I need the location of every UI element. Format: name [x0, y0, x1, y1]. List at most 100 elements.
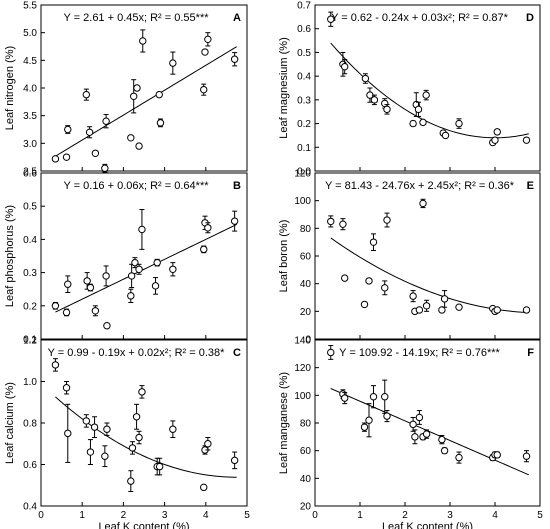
plot-frame — [40, 172, 248, 340]
data-point — [383, 216, 391, 224]
regression-equation: Y = 0.62 - 0.24x + 0.03x²; R² = 0.87* — [331, 12, 509, 24]
data-point — [360, 300, 369, 309]
regression-line — [330, 42, 529, 139]
data-point — [522, 136, 531, 144]
data-point — [130, 92, 138, 101]
data-point — [102, 272, 110, 280]
data-point — [361, 74, 370, 83]
data-point — [200, 483, 208, 492]
x-tick-label: 2 — [121, 510, 127, 521]
data-point — [341, 274, 349, 282]
y-tick-label: 20 — [300, 502, 312, 513]
x-tick-label: 0 — [312, 510, 318, 521]
regression-line — [55, 224, 237, 313]
data-point — [200, 85, 208, 94]
data-point — [230, 55, 239, 63]
y-tick-label: 5.0 — [23, 28, 37, 39]
regression-line — [330, 388, 529, 476]
data-point — [91, 149, 100, 157]
data-point — [369, 393, 378, 401]
y-tick-label: 0.6 — [23, 169, 37, 180]
y-tick-label: 140 — [294, 336, 311, 347]
data-point — [151, 282, 160, 290]
data-point — [455, 119, 463, 128]
data-point — [85, 128, 94, 136]
plot-frame — [314, 172, 541, 340]
y-axis-label: Leaf phosphorus (%) — [4, 205, 16, 307]
data-point — [409, 420, 417, 429]
data-point — [51, 361, 60, 369]
data-point — [455, 453, 463, 462]
y-tick-label: 0.5 — [23, 202, 37, 213]
data-point — [409, 292, 417, 300]
panel-a: 2.5 3.0 3.5 4.0 4.5 5.0 5.5 Leaf nitrogen (%) Y … — [4, 1, 248, 178]
x-tick-label: 1 — [79, 510, 85, 521]
data-point — [491, 136, 499, 144]
data-point — [62, 384, 71, 392]
y-tick-label: 20 — [300, 307, 312, 318]
regression-line — [330, 237, 529, 314]
y-tick-label: 0.4 — [23, 235, 37, 246]
y-tick-label: 3.5 — [23, 111, 37, 122]
data-point — [83, 277, 91, 285]
data-point — [86, 448, 95, 456]
y-tick-label: 5.5 — [23, 1, 37, 12]
y-tick-label: 0.6 — [23, 460, 37, 471]
panel-letter: B — [233, 180, 241, 192]
data-point — [522, 452, 531, 460]
data-point — [327, 348, 335, 357]
y-tick-label: 0.0 — [297, 167, 311, 178]
data-point — [139, 37, 147, 45]
data-point — [138, 225, 146, 234]
y-tick-label: 0.3 — [23, 268, 37, 279]
data-point — [51, 155, 60, 163]
data-point — [138, 388, 146, 396]
plot-frame — [314, 339, 541, 507]
data-point — [422, 91, 430, 99]
x-axis-label: Leaf K content (%) — [382, 521, 473, 529]
panel-letter: F — [527, 347, 534, 359]
data-point — [102, 117, 110, 125]
y-tick-label: 120 — [294, 169, 311, 180]
data-point — [341, 62, 349, 71]
x-tick-label: 3 — [447, 510, 453, 521]
data-point — [169, 425, 177, 433]
y-axis-label: Leaf calcium (%) — [4, 382, 16, 464]
data-point — [155, 90, 163, 99]
y-tick-label: 40 — [300, 474, 312, 485]
y-tick-label: 120 — [294, 363, 311, 374]
y-tick-label: 100 — [294, 196, 311, 207]
y-tick-label: 60 — [300, 252, 312, 263]
data-point — [204, 224, 212, 232]
data-point — [153, 258, 161, 267]
y-tick-label: 0.5 — [297, 48, 311, 59]
data-point — [64, 280, 72, 288]
panel-letter: E — [527, 180, 534, 192]
x-tick-label: 0 — [38, 510, 44, 521]
x-tick-label: 4 — [203, 510, 209, 521]
data-point — [127, 134, 135, 142]
data-point — [169, 59, 177, 67]
data-point — [127, 292, 135, 300]
regression-equation: Y = 2.61 + 0.45x; R² = 0.55*** — [63, 12, 209, 24]
data-point — [414, 105, 423, 114]
regression-equation: Y = 0.16 + 0.06x; R² = 0.64*** — [63, 180, 209, 192]
data-point — [133, 84, 141, 92]
data-point — [438, 435, 446, 444]
panel-e: 0 20 40 60 80 100 120 Leaf boron (%) Y = 81.43 -… — [278, 169, 541, 346]
y-axis-label: Leaf magnesium (%) — [278, 37, 290, 139]
y-tick-label: 0.2 — [23, 301, 37, 312]
data-point — [419, 118, 427, 127]
y-axis-label: Leaf manganese (%) — [278, 372, 290, 474]
y-tick-label: 4.0 — [23, 84, 37, 95]
data-point — [127, 477, 135, 485]
plot-frame — [314, 4, 541, 172]
y-tick-label: 0.6 — [297, 24, 311, 35]
x-tick-label: 3 — [162, 510, 168, 521]
data-point — [101, 164, 109, 172]
data-point — [455, 303, 463, 311]
data-point — [441, 131, 450, 140]
y-axis-label: Leaf boron (%) — [278, 220, 290, 293]
data-point — [440, 295, 449, 303]
data-point — [103, 322, 111, 330]
